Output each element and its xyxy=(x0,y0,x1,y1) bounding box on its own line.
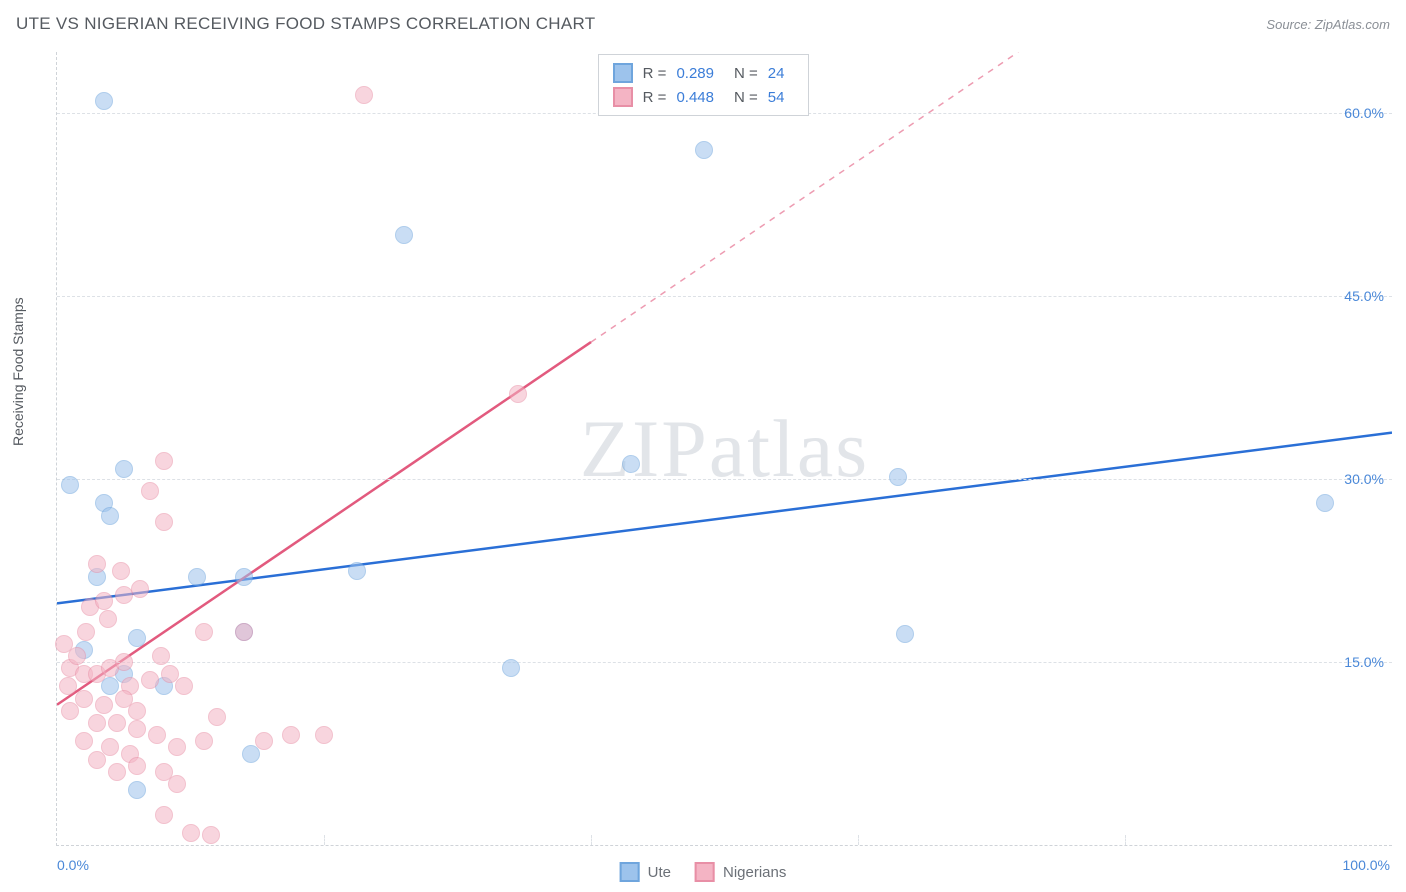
data-point xyxy=(108,714,126,732)
data-point xyxy=(348,562,366,580)
correlation-legend: R = 0.289 N = 24 R = 0.448 N = 54 xyxy=(598,54,810,116)
legend-swatch xyxy=(613,87,633,107)
data-point xyxy=(141,482,159,500)
stat-r-value: 0.289 xyxy=(676,65,714,82)
trend-lines-layer xyxy=(57,52,1392,845)
y-tick-label: 45.0% xyxy=(1344,288,1384,304)
swatch-nigerians xyxy=(695,862,715,882)
data-point xyxy=(128,629,146,647)
data-point xyxy=(77,623,95,641)
chart-title: UTE VS NIGERIAN RECEIVING FOOD STAMPS CO… xyxy=(16,14,595,34)
stat-r-label: R = xyxy=(643,65,667,82)
data-point xyxy=(61,702,79,720)
x-tick-label: 0.0% xyxy=(57,857,89,873)
data-point xyxy=(88,751,106,769)
data-point xyxy=(101,507,119,525)
data-point xyxy=(255,732,273,750)
legend-swatch xyxy=(613,63,633,83)
legend-item-nigerians: Nigerians xyxy=(695,862,786,882)
x-tick-label: 100.0% xyxy=(1343,857,1390,873)
data-point xyxy=(168,775,186,793)
stat-n-label: N = xyxy=(734,89,758,106)
stat-r-value: 0.448 xyxy=(676,89,714,106)
data-point xyxy=(99,610,117,628)
legend-bottom: Ute Nigerians xyxy=(620,862,787,882)
data-point xyxy=(208,708,226,726)
data-point xyxy=(188,568,206,586)
data-point xyxy=(152,647,170,665)
data-point xyxy=(148,726,166,744)
gridline-h xyxy=(57,296,1392,297)
data-point xyxy=(95,592,113,610)
data-point xyxy=(202,826,220,844)
data-point xyxy=(195,623,213,641)
stat-r-label: R = xyxy=(643,89,667,106)
data-point xyxy=(88,555,106,573)
data-point xyxy=(889,468,907,486)
data-point xyxy=(315,726,333,744)
source-value: ZipAtlas.com xyxy=(1315,17,1390,32)
swatch-ute xyxy=(620,862,640,882)
data-point xyxy=(235,568,253,586)
data-point xyxy=(128,702,146,720)
data-point xyxy=(509,385,527,403)
correlation-legend-row: R = 0.448 N = 54 xyxy=(613,85,795,109)
data-point xyxy=(61,476,79,494)
data-point xyxy=(355,86,373,104)
x-minor-tick xyxy=(591,835,592,845)
legend-label-nigerians: Nigerians xyxy=(723,864,786,881)
data-point xyxy=(59,677,77,695)
data-point xyxy=(68,647,86,665)
legend-label-ute: Ute xyxy=(648,864,671,881)
data-point xyxy=(128,720,146,738)
data-point xyxy=(75,732,93,750)
stat-n-value: 24 xyxy=(768,65,785,82)
y-tick-label: 30.0% xyxy=(1344,471,1384,487)
data-point xyxy=(395,226,413,244)
y-axis-title: Receiving Food Stamps xyxy=(10,297,26,446)
data-point xyxy=(168,738,186,756)
x-minor-tick xyxy=(324,835,325,845)
y-tick-label: 15.0% xyxy=(1344,654,1384,670)
data-point xyxy=(155,452,173,470)
data-point xyxy=(282,726,300,744)
source-attribution: Source: ZipAtlas.com xyxy=(1266,17,1390,32)
data-point xyxy=(88,714,106,732)
chart-header: UTE VS NIGERIAN RECEIVING FOOD STAMPS CO… xyxy=(0,0,1406,48)
gridline-h xyxy=(57,479,1392,480)
data-point xyxy=(95,696,113,714)
data-point xyxy=(128,757,146,775)
legend-item-ute: Ute xyxy=(620,862,671,882)
data-point xyxy=(155,513,173,531)
correlation-legend-row: R = 0.289 N = 24 xyxy=(613,61,795,85)
data-point xyxy=(128,781,146,799)
data-point xyxy=(235,623,253,641)
watermark: ZIPatlas xyxy=(580,402,869,496)
data-point xyxy=(896,625,914,643)
data-point xyxy=(622,455,640,473)
x-minor-tick xyxy=(1125,835,1126,845)
stat-n-label: N = xyxy=(734,65,758,82)
gridline-h xyxy=(57,662,1392,663)
x-minor-tick xyxy=(858,835,859,845)
data-point xyxy=(695,141,713,159)
data-point xyxy=(155,806,173,824)
data-point xyxy=(108,763,126,781)
data-point xyxy=(95,92,113,110)
data-point xyxy=(175,677,193,695)
stat-n-value: 54 xyxy=(768,89,785,106)
data-point xyxy=(182,824,200,842)
data-point xyxy=(115,653,133,671)
data-point xyxy=(112,562,130,580)
data-point xyxy=(141,671,159,689)
data-point xyxy=(1316,494,1334,512)
source-label: Source: xyxy=(1266,17,1311,32)
data-point xyxy=(115,460,133,478)
y-tick-label: 60.0% xyxy=(1344,105,1384,121)
data-point xyxy=(131,580,149,598)
data-point xyxy=(502,659,520,677)
scatter-chart: ZIPatlas 15.0%30.0%45.0%60.0%0.0%100.0%R… xyxy=(56,52,1392,846)
data-point xyxy=(195,732,213,750)
